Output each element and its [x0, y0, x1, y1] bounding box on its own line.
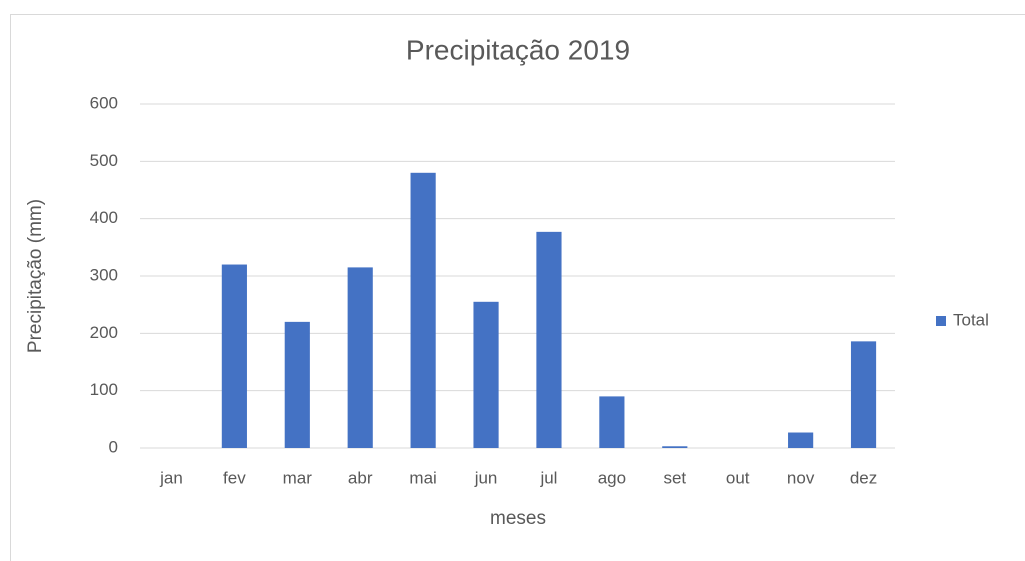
x-tick-label: mar [283, 468, 313, 487]
bar [662, 446, 688, 448]
x-tick-label: ago [598, 468, 626, 487]
bar [788, 432, 814, 448]
bar [410, 172, 436, 449]
x-tick-label: abr [348, 468, 373, 487]
bar [473, 301, 499, 448]
x-tick-label: dez [850, 468, 877, 487]
x-tick-label: mai [409, 468, 436, 487]
y-tick-label: 100 [90, 380, 118, 399]
bar [599, 396, 625, 448]
y-tick-label: 400 [90, 208, 118, 227]
y-tick-label: 200 [90, 323, 118, 342]
x-tick-label: nov [787, 468, 815, 487]
chart-border [10, 14, 1025, 561]
bar [347, 267, 373, 448]
bar [221, 264, 247, 448]
y-tick-label: 500 [90, 151, 118, 170]
y-axis-label: Precipitação (mm) [25, 199, 46, 353]
bar [536, 231, 562, 448]
x-tick-label: jul [539, 468, 557, 487]
x-tick-label: fev [223, 468, 246, 487]
bar [284, 321, 310, 448]
y-tick-label: 0 [109, 437, 118, 456]
x-axis-label: meses [490, 508, 546, 529]
x-tick-label: out [726, 468, 750, 487]
bar [850, 341, 877, 448]
y-tick-label: 300 [90, 265, 118, 284]
chart-title: Precipitação 2019 [406, 34, 630, 65]
x-tick-label: jan [159, 468, 183, 487]
x-tick-label: jun [474, 468, 498, 487]
y-tick-label: 600 [90, 93, 118, 112]
legend-swatch [936, 316, 946, 326]
legend-label: Total [953, 310, 989, 329]
x-tick-label: set [663, 468, 686, 487]
